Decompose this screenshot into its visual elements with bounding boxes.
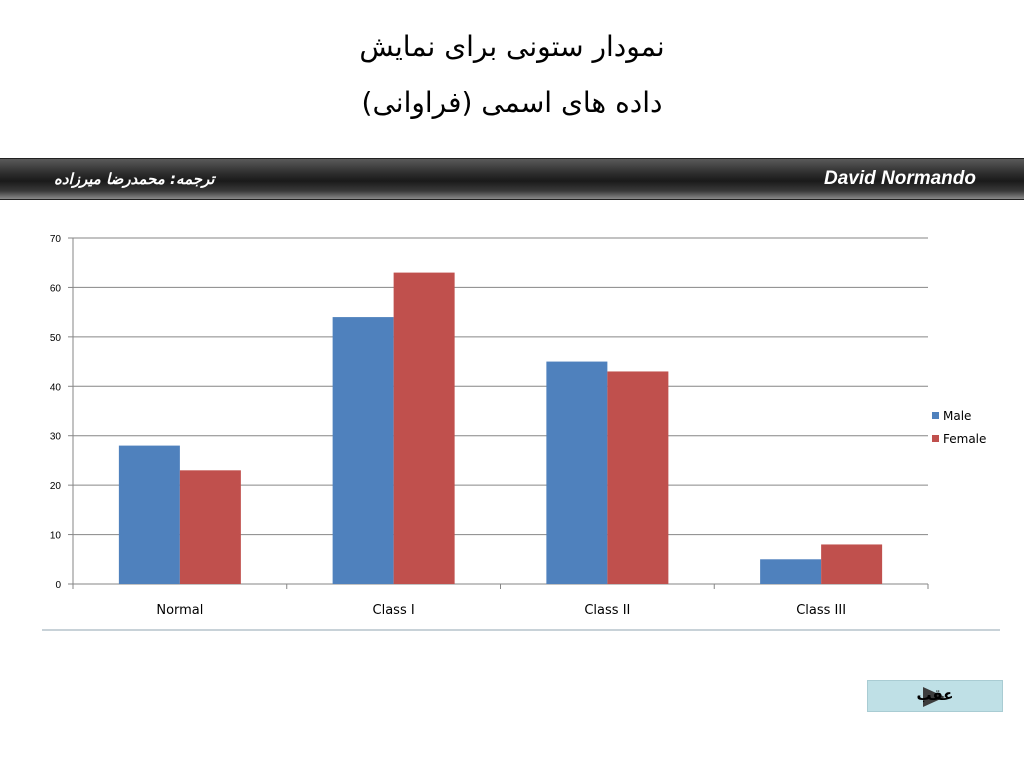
slide-title-line-2: داده های اسمی (فراوانی) xyxy=(361,86,663,119)
bar-male-class-ii xyxy=(546,361,608,584)
y-tick-label: 70 xyxy=(50,234,62,245)
author-name: David Normando xyxy=(823,168,976,189)
y-tick-label: 20 xyxy=(50,481,62,492)
legend-swatch-male xyxy=(932,412,939,419)
legend-label-female: Female xyxy=(943,432,986,446)
bar-male-class-i xyxy=(332,317,394,584)
y-tick-label: 30 xyxy=(50,432,62,443)
legend-label-male: Male xyxy=(943,409,971,423)
y-tick-label: 40 xyxy=(50,382,62,393)
back-button[interactable]: عقب xyxy=(867,680,1003,712)
bar-chart: 0 10 20 30 40 50 60 70 Normal Class I Class II Clas… xyxy=(42,234,1000,631)
bar-female-class-ii xyxy=(607,371,669,584)
bar-female-class-iii xyxy=(821,544,883,584)
slide-title-line-1: نمودار ستونی برای نمایش xyxy=(359,30,665,63)
back-button-label: عقب xyxy=(916,686,954,704)
bar-female-normal xyxy=(179,470,241,584)
legend-swatch-female xyxy=(932,435,939,442)
y-tick-label: 50 xyxy=(50,333,62,344)
play-arrow-icon xyxy=(923,687,945,707)
y-tick-label: 60 xyxy=(50,283,62,294)
bar-female-class-i xyxy=(393,272,455,584)
y-tick-label: 10 xyxy=(50,531,62,542)
header-banner: David Normando ترجمه: محمدرضا میرزاده xyxy=(0,158,1024,200)
x-category-label: Class III xyxy=(796,603,846,618)
translator-credit: ترجمه: محمدرضا میرزاده xyxy=(54,170,215,188)
x-category-label: Class II xyxy=(584,603,630,618)
x-category-label: Class I xyxy=(373,603,415,618)
bar-male-normal xyxy=(118,445,180,584)
bar-male-class-iii xyxy=(760,559,822,584)
x-category-label: Normal xyxy=(156,603,203,618)
y-tick-label: 0 xyxy=(55,580,61,591)
